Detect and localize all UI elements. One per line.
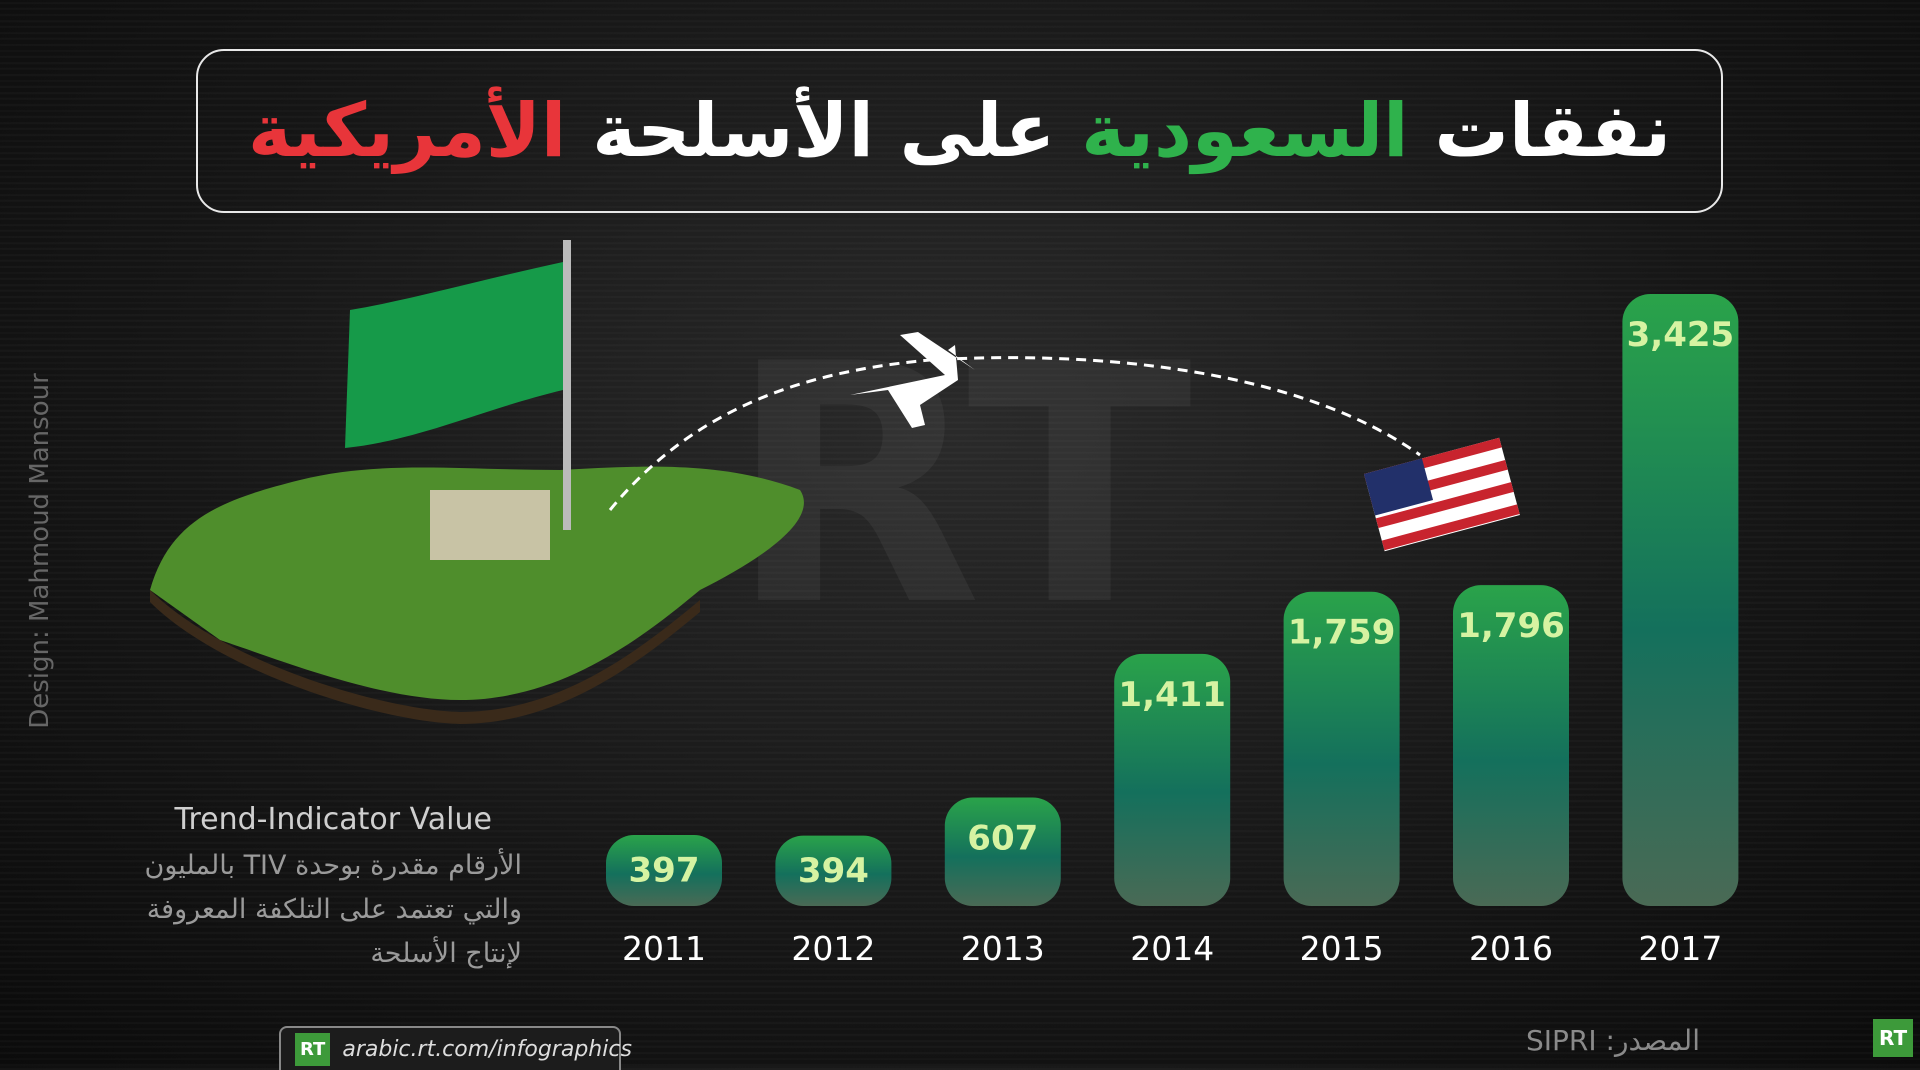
value-label: 397 [629,851,700,891]
saudi-flag [345,262,563,448]
title-part: نفقات [1434,88,1671,174]
bar [1114,653,1231,906]
logo: RT [295,1032,331,1066]
title-part: على الأسلحة [592,88,1056,174]
value-label: 1,796 [1457,606,1565,646]
x-tick-label: 2013 [961,929,1045,968]
logo: RT [1873,1019,1914,1057]
note-line: والتي تعتمد على التلكفة المعروفة [146,894,522,925]
us-flag [1363,437,1520,552]
url: arabic.rt.com/infographics [342,1036,632,1062]
x-tick-label: 2016 [1469,929,1553,968]
value-label: 607 [967,819,1038,859]
flag-pole [563,240,571,530]
credit: Design: Mahmoud Mansour [25,373,55,729]
money [430,490,550,560]
bar [775,835,892,906]
bar [1622,294,1739,906]
note-line: الأرقام مقدرة بوحدة TIV بالمليون [144,850,522,881]
note: Trend-Indicator Value الأرقام مقدرة بوحد… [145,798,522,976]
note-title: Trend-Indicator Value [174,802,492,837]
watermark: RT [728,294,1194,678]
bar [1283,591,1400,906]
value-label: 394 [798,851,869,891]
title-part: الأمريكية [248,88,567,174]
source: المصدر: SIPRI [1526,1024,1700,1057]
url-box: RT arabic.rt.com/infographics [279,1026,632,1070]
x-tick-label: 2014 [1130,929,1214,968]
map [150,466,804,700]
x-tick-label: 2015 [1300,929,1384,968]
bar [606,835,722,906]
value-label: 1,411 [1118,675,1226,715]
bar [1453,585,1569,906]
value-label: 1,759 [1288,613,1396,653]
bar [944,797,1061,906]
map-edge [150,590,700,724]
x-tick-label: 2017 [1638,929,1722,968]
x-tick-label: 2012 [791,929,875,968]
x-tick-label: 2011 [622,929,706,968]
title-box: نفقات السعودية على الأسلحة الأمريكية [196,49,1723,213]
value-label: 3,425 [1627,315,1735,355]
note-line: لإنتاج الأسلحة [370,938,522,969]
plane [850,332,975,428]
title-part: السعودية [1081,88,1409,174]
